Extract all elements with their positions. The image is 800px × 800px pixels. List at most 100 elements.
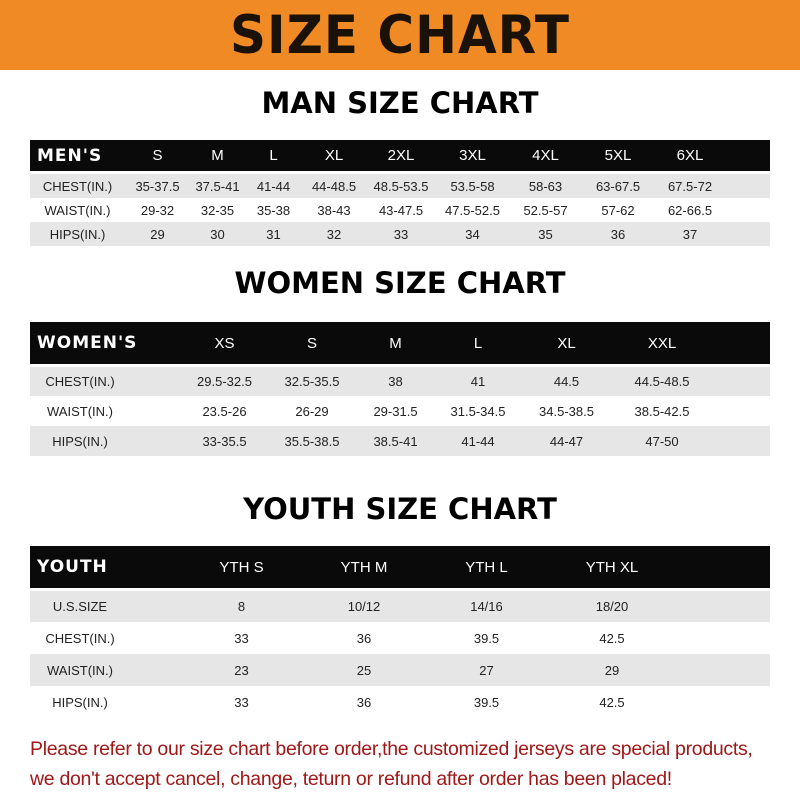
measurement-cell: 37	[682, 226, 698, 242]
measurement-cell: 62-66.5	[667, 202, 713, 218]
measurement-cell: 23	[234, 662, 249, 678]
measurement-cell: 18/20	[595, 599, 629, 614]
measurement-cell: 14/16	[470, 599, 503, 614]
table-row: U.S.SIZE 8 10/12 14/16 18/20	[30, 591, 770, 622]
size-chart-banner: SIZE CHART	[0, 0, 800, 70]
measurement-cell: 47.5-52.5	[445, 202, 500, 218]
size-header: M	[211, 147, 224, 164]
measurement-cell: 33-35.5	[202, 433, 247, 449]
row-label: CHEST(IN.)	[45, 630, 115, 646]
measurement-cell: 41	[470, 374, 486, 389]
measurement-cell: 38.5-41	[373, 433, 418, 449]
measurement-cell: 48.5-53.5	[373, 178, 429, 194]
measurement-cell: 44.5-48.5	[634, 374, 690, 389]
notice-line-2: we don't accept cancel, change, teturn o…	[30, 768, 672, 790]
row-label: WAIST(IN.)	[44, 202, 111, 218]
row-label: HIPS(IN.)	[52, 694, 108, 710]
measurement-cell: 38	[388, 374, 403, 389]
size-header: 5XL	[604, 147, 632, 164]
measurement-cell: 44-48.5	[311, 178, 357, 194]
size-header: S	[306, 334, 317, 352]
table-row: HIPS(IN.) 33 36 39.5 42.5	[30, 686, 770, 718]
size-header: 6XL	[676, 147, 704, 164]
youth-chart-title: YOUTH SIZE CHART	[243, 492, 557, 526]
men-chart-title: MAN SIZE CHART	[261, 86, 539, 120]
measurement-cell: 33	[234, 630, 249, 646]
table-header-row: MEN'S S M L XL 2XL 3XL 4XL 5XL 6XL	[30, 140, 770, 171]
measurement-cell: 36	[356, 630, 372, 646]
measurement-cell: 29.5-32.5	[197, 374, 252, 389]
measurement-cell: 35.5-38.5	[284, 433, 340, 449]
measurement-cell: 29	[604, 662, 620, 678]
women-chart-title: WOMEN SIZE CHART	[234, 266, 566, 300]
size-header: YTH XL	[585, 558, 639, 576]
size-header: YTH S	[219, 558, 264, 576]
notice-line-1: Please refer to our size chart before or…	[30, 738, 753, 760]
table-row: WAIST(IN.) 23 25 27 29	[30, 654, 770, 686]
youth-size-table: YOUTH YTH S YTH M YTH L YTH XL U.S.SIZE 8 10/12…	[30, 546, 770, 718]
row-label: HIPS(IN.)	[52, 433, 108, 449]
measurement-cell: 33	[234, 694, 249, 710]
table-row: WAIST(IN.) 23.5-26 26-29 29-31.5 31.5-34.5 34…	[30, 396, 770, 426]
size-header: YTH M	[340, 558, 388, 576]
measurement-cell: 41-44	[256, 178, 291, 194]
size-header: 3XL	[459, 147, 486, 164]
table-row: CHEST(IN.) 29.5-32.5 32.5-35.5 38 41 44.5 44.5…	[30, 367, 770, 396]
measurement-cell: 37.5-41	[195, 178, 240, 194]
measurement-cell: 29-31.5	[373, 403, 418, 419]
table-row: CHEST(IN.) 33 36 39.5 42.5	[30, 622, 770, 654]
measurement-cell: 8	[237, 599, 246, 614]
measurement-cell: 38-43	[317, 202, 351, 218]
row-label: WAIST(IN.)	[47, 662, 113, 678]
row-label: U.S.SIZE	[52, 599, 108, 614]
measurement-cell: 26-29	[295, 403, 329, 419]
measurement-cell: 67.5-72	[667, 178, 713, 194]
measurement-cell: 39.5	[473, 694, 500, 710]
measurement-cell: 32.5-35.5	[284, 374, 340, 389]
measurement-cell: 41-44	[461, 433, 495, 449]
measurement-cell: 43-47.5	[378, 202, 424, 218]
measurement-cell: 30	[210, 226, 225, 242]
measurement-cell: 36	[610, 226, 626, 242]
measurement-cell: 44.5	[553, 374, 580, 389]
measurement-cell: 27	[479, 662, 494, 678]
size-header: YTH L	[465, 558, 508, 576]
measurement-cell: 53.5-58	[450, 178, 495, 194]
table-header-label: WOMEN'S	[37, 333, 138, 353]
measurement-cell: 36	[356, 694, 372, 710]
measurement-cell: 47-50	[645, 433, 679, 449]
measurement-cell: 34	[465, 226, 480, 242]
measurement-cell: 33	[393, 226, 409, 242]
measurement-cell: 58-63	[528, 178, 563, 194]
size-header: XS	[214, 334, 235, 352]
table-row: CHEST(IN.) 35-37.5 37.5-41 41-44 44-48.5 48.5…	[30, 174, 770, 198]
table-header-row: YOUTH YTH S YTH M YTH L YTH XL	[30, 546, 770, 588]
measurement-cell: 10/12	[347, 599, 381, 614]
table-header-label: YOUTH	[37, 557, 108, 577]
measurement-cell: 23.5-26	[202, 403, 247, 419]
women-size-table: WOMEN'S XS S M L XL XXL CHEST(IN.) 29.5-32.5 32.5…	[30, 322, 770, 456]
measurement-cell: 31	[266, 226, 281, 242]
size-header: S	[152, 147, 163, 164]
measurement-cell: 52.5-57	[523, 202, 568, 218]
order-notice: Please refer to our size chart before or…	[30, 734, 790, 794]
size-header: L	[269, 147, 278, 164]
table-row: HIPS(IN.) 33-35.5 35.5-38.5 38.5-41 41-44 44-…	[30, 426, 770, 456]
table-row: WAIST(IN.) 29-32 32-35 35-38 38-43 43-47.5 47.…	[30, 198, 770, 222]
measurement-cell: 42.5	[599, 694, 625, 710]
men-size-table: MEN'S S M L XL 2XL 3XL 4XL 5XL 6XL CHEST(IN.) 35-37…	[30, 140, 770, 246]
row-label: WAIST(IN.)	[47, 403, 113, 419]
measurement-cell: 34.5-38.5	[539, 403, 594, 419]
measurement-cell: 31.5-34.5	[450, 403, 506, 419]
measurement-cell: 57-62	[601, 202, 635, 218]
measurement-cell: 39.5	[473, 630, 500, 646]
size-header: 2XL	[387, 147, 415, 164]
measurement-cell: 25	[356, 662, 372, 678]
measurement-cell: 35	[538, 226, 553, 242]
table-header-row: WOMEN'S XS S M L XL XXL	[30, 322, 770, 364]
size-header: XXL	[647, 334, 677, 352]
measurement-cell: 29-32	[140, 202, 175, 218]
row-label: CHEST(IN.)	[45, 374, 115, 389]
row-label: HIPS(IN.)	[49, 226, 106, 242]
measurement-cell: 44-47	[549, 433, 584, 449]
